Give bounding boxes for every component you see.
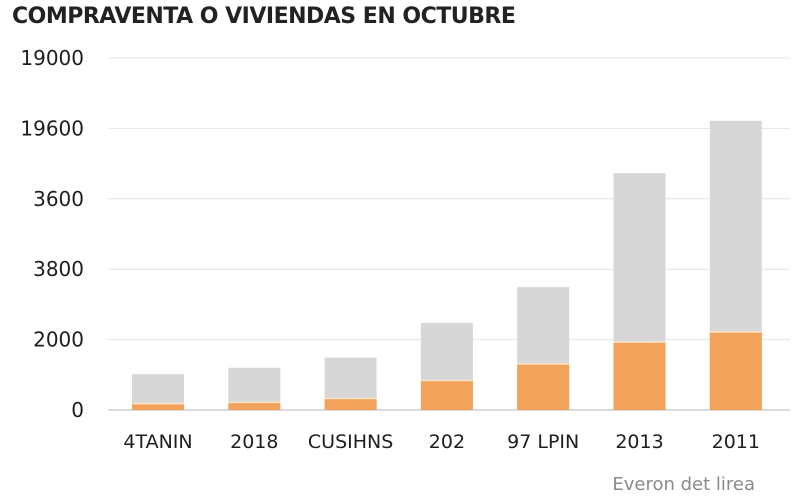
x-category-label: CUSIHNS	[308, 431, 393, 453]
x-category-label: 4TANIN	[123, 431, 192, 453]
y-tick-label: 2000	[33, 328, 84, 352]
x-category-label: 2011	[712, 431, 760, 453]
bar-orange	[709, 331, 762, 410]
y-tick-label: 19000	[20, 46, 84, 70]
x-category-label: 2013	[615, 431, 663, 453]
y-tick-label: 3600	[33, 187, 84, 211]
bar-orange	[132, 403, 184, 410]
x-axis-categories: 4TANIN 2018 CUSIHNS 202 97 LPIN 2013 2011	[123, 431, 760, 453]
bar-orange	[228, 402, 281, 410]
chart-footer-note: Everon det lirea	[612, 474, 755, 495]
x-category-label: 2018	[230, 431, 278, 453]
y-tick-label: 3800	[33, 257, 84, 281]
y-tick-label: 0	[71, 398, 84, 422]
x-category-label: 97 LPIN	[507, 431, 579, 453]
bar-orange	[517, 363, 570, 410]
bar-orange	[420, 380, 473, 410]
x-category-label: 202	[429, 431, 465, 453]
chart-title: COMPRAVENTA O VIVIENDAS EN OCTUBRE	[12, 4, 516, 29]
bar-orange	[613, 342, 666, 410]
bar-orange	[324, 398, 377, 410]
bars	[132, 120, 762, 410]
y-tick-label: 19600	[20, 116, 84, 140]
y-axis-ticks: 0 2000 3800 3600 19600 19000	[20, 46, 84, 422]
